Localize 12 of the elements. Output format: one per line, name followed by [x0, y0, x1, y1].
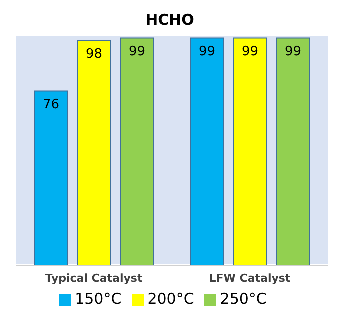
x-tick-label: LFW Catalyst	[209, 272, 291, 285]
legend-label: 200°C	[148, 290, 194, 308]
legend-label: 150°C	[75, 290, 122, 308]
data-label: 76	[42, 97, 60, 112]
data-label: 99	[284, 44, 302, 60]
data-label: 99	[198, 44, 216, 60]
data-label: 99	[242, 44, 258, 60]
data-label: 99	[128, 44, 146, 60]
data-label: 98	[86, 46, 102, 62]
x-tick-label: Typical Catalyst	[45, 272, 143, 285]
chart-title: HCHO	[144, 10, 196, 31]
legend-label: 250°C	[220, 290, 267, 308]
